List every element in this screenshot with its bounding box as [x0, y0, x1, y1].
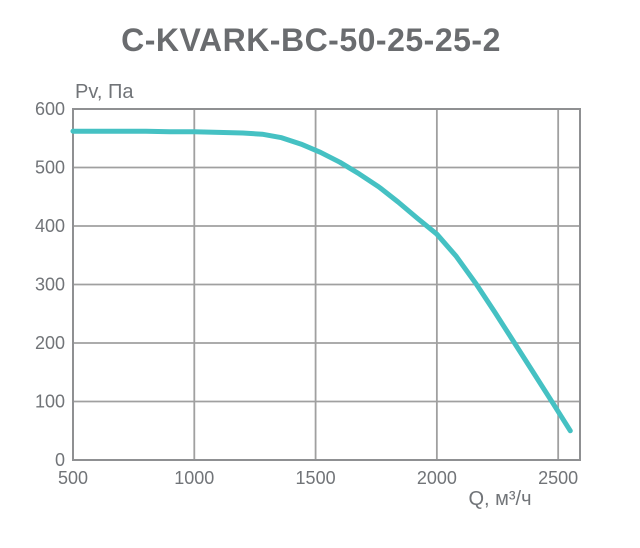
y-tick-label: 400 — [35, 216, 65, 236]
x-tick-label: 500 — [58, 468, 88, 488]
y-axis-label: Pv, Па — [75, 81, 134, 103]
x-tick-label: 2500 — [538, 468, 578, 488]
x-tick-labels: 500 1000 1500 2000 2500 — [58, 468, 578, 488]
y-tick-label: 600 — [35, 99, 65, 119]
y-tick-labels: 0 100 200 300 400 500 600 — [35, 99, 65, 470]
performance-curve — [70, 128, 573, 434]
plot-border — [72, 108, 581, 461]
chart-title: C-KVARK-BC-50-25-25-2 — [121, 22, 501, 58]
x-tick-label: 2000 — [417, 468, 457, 488]
x-axis-label: Q, м³/ч — [468, 488, 531, 510]
y-tick-label: 100 — [35, 392, 65, 412]
y-tick-label: 300 — [35, 275, 65, 295]
x-tick-label: 1500 — [296, 468, 336, 488]
y-tick-label: 200 — [35, 333, 65, 353]
y-tick-label: 500 — [35, 158, 65, 178]
y-tick-label: 0 — [55, 450, 65, 470]
gridlines — [72, 108, 580, 461]
x-tick-label: 1000 — [174, 468, 214, 488]
